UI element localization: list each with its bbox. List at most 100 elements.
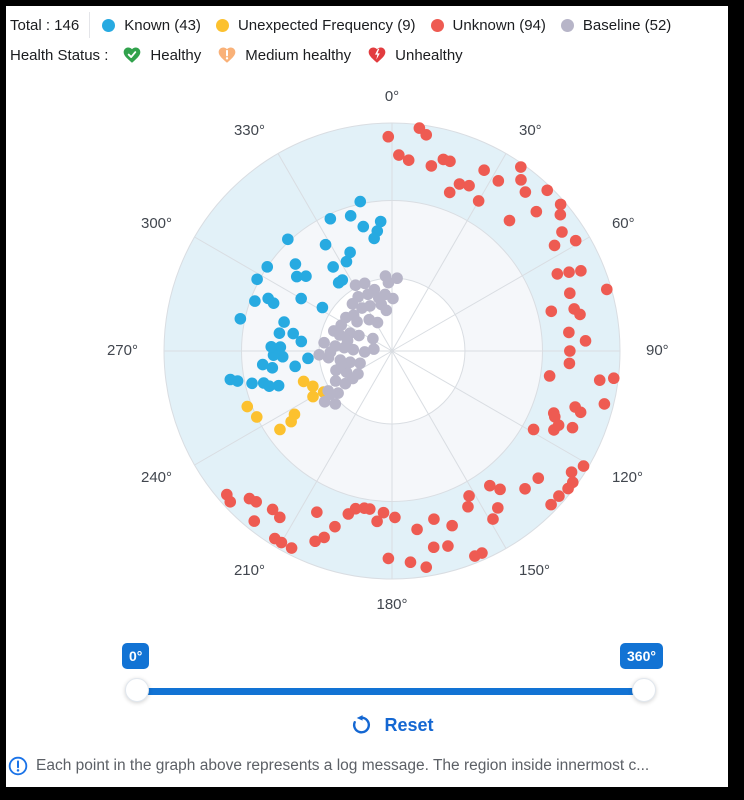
data-point-unknown[interactable] <box>329 520 341 533</box>
data-point-unknown[interactable] <box>563 326 575 339</box>
data-point-unknown[interactable] <box>556 226 568 238</box>
data-point-unknown[interactable] <box>463 490 475 502</box>
data-point-known[interactable] <box>224 373 237 386</box>
data-point-known[interactable] <box>274 341 287 353</box>
data-point-unknown[interactable] <box>309 535 321 548</box>
data-point-baseline[interactable] <box>318 336 330 349</box>
data-point-baseline[interactable] <box>372 292 385 304</box>
data-point-unknown[interactable] <box>519 482 531 495</box>
data-point-unknown[interactable] <box>593 374 606 386</box>
data-point-baseline[interactable] <box>347 343 360 356</box>
data-point-known[interactable] <box>319 238 332 251</box>
data-point-unknown[interactable] <box>382 130 395 143</box>
data-point-unknown[interactable] <box>342 508 355 520</box>
data-point-baseline[interactable] <box>354 357 366 370</box>
data-point-unknown[interactable] <box>382 552 395 565</box>
data-point-unknown[interactable] <box>453 178 466 190</box>
data-point-unknown[interactable] <box>224 496 237 508</box>
data-point-baseline[interactable] <box>349 279 362 291</box>
data-point-known[interactable] <box>300 270 312 283</box>
data-point-known[interactable] <box>261 261 274 273</box>
slider-max-handle[interactable] <box>632 678 656 702</box>
data-point-known[interactable] <box>273 327 286 339</box>
data-point-known[interactable] <box>316 301 329 314</box>
data-point-unknown[interactable] <box>420 561 433 573</box>
reset-button[interactable]: Reset <box>344 710 439 740</box>
data-point-baseline[interactable] <box>335 358 348 371</box>
data-point-baseline[interactable] <box>367 332 379 345</box>
data-point-known[interactable] <box>249 295 261 307</box>
data-point-unknown[interactable] <box>563 357 576 370</box>
legend-item-unexpected-frequency[interactable]: Unexpected Frequency (9) <box>215 17 416 34</box>
data-point-unknown[interactable] <box>515 161 527 173</box>
data-point-unknown[interactable] <box>442 540 454 552</box>
data-point-unknown[interactable] <box>248 515 261 527</box>
data-point-unexpected-frequency[interactable] <box>297 375 310 388</box>
data-point-unknown[interactable] <box>503 214 516 227</box>
data-point-known[interactable] <box>263 380 276 392</box>
data-point-unknown[interactable] <box>377 506 390 519</box>
data-point-unknown[interactable] <box>551 268 564 280</box>
data-point-known[interactable] <box>287 327 300 340</box>
data-point-unknown[interactable] <box>541 184 554 197</box>
data-point-unknown[interactable] <box>607 372 620 385</box>
data-point-known[interactable] <box>276 350 289 363</box>
data-point-unknown[interactable] <box>269 532 281 545</box>
data-point-unknown[interactable] <box>569 234 582 247</box>
data-point-baseline[interactable] <box>344 356 356 369</box>
data-point-unexpected-frequency[interactable] <box>241 400 254 413</box>
data-point-baseline[interactable] <box>329 375 342 387</box>
data-point-baseline[interactable] <box>341 334 354 347</box>
data-point-unknown[interactable] <box>266 503 279 516</box>
legend-item-unknown[interactable]: Unknown (94) <box>430 17 546 34</box>
data-point-known[interactable] <box>354 195 367 208</box>
data-point-known[interactable] <box>272 379 285 392</box>
data-point-baseline[interactable] <box>362 288 374 301</box>
data-point-unknown[interactable] <box>250 495 263 508</box>
data-point-baseline[interactable] <box>364 300 376 312</box>
data-point-unknown[interactable] <box>553 490 565 502</box>
data-point-unknown[interactable] <box>318 531 330 544</box>
data-point-unknown[interactable] <box>545 305 558 318</box>
data-point-known[interactable] <box>265 340 278 353</box>
data-point-known[interactable] <box>289 258 302 270</box>
data-point-known[interactable] <box>295 335 308 348</box>
data-point-baseline[interactable] <box>358 277 371 290</box>
data-point-baseline[interactable] <box>358 346 371 358</box>
data-point-known[interactable] <box>267 297 280 309</box>
data-point-baseline[interactable] <box>382 276 395 289</box>
data-point-unknown[interactable] <box>527 423 540 436</box>
data-point-unknown[interactable] <box>469 550 481 562</box>
data-point-baseline[interactable] <box>346 372 359 385</box>
data-point-known[interactable] <box>332 276 345 289</box>
data-point-unknown[interactable] <box>574 406 587 419</box>
data-point-unknown[interactable] <box>579 335 592 347</box>
data-point-unknown[interactable] <box>564 345 576 357</box>
data-point-known[interactable] <box>282 233 294 246</box>
data-point-baseline[interactable] <box>313 349 325 361</box>
data-point-unknown[interactable] <box>427 541 440 554</box>
data-point-unexpected-frequency[interactable] <box>250 411 263 423</box>
data-point-unknown[interactable] <box>552 419 565 431</box>
data-point-known[interactable] <box>340 255 353 268</box>
data-point-known[interactable] <box>289 360 301 373</box>
slider-track[interactable] <box>137 688 644 695</box>
data-point-unknown[interactable] <box>492 502 504 514</box>
data-point-unknown[interactable] <box>548 239 561 252</box>
data-point-unknown[interactable] <box>311 506 323 518</box>
data-point-unexpected-frequency[interactable] <box>274 423 286 436</box>
data-point-unknown[interactable] <box>478 164 490 176</box>
data-point-unknown[interactable] <box>492 175 505 187</box>
data-point-baseline[interactable] <box>380 304 393 317</box>
data-point-unknown[interactable] <box>446 519 458 532</box>
data-point-unknown[interactable] <box>443 186 456 199</box>
data-point-unexpected-frequency[interactable] <box>307 390 319 403</box>
data-point-unknown[interactable] <box>393 149 405 161</box>
data-point-known[interactable] <box>295 292 307 305</box>
data-point-unknown[interactable] <box>463 179 475 192</box>
data-point-unknown[interactable] <box>411 523 423 536</box>
data-point-baseline[interactable] <box>346 298 359 310</box>
data-point-known[interactable] <box>302 352 314 365</box>
data-point-unexpected-frequency[interactable] <box>285 415 297 428</box>
data-point-unknown[interactable] <box>515 174 527 186</box>
